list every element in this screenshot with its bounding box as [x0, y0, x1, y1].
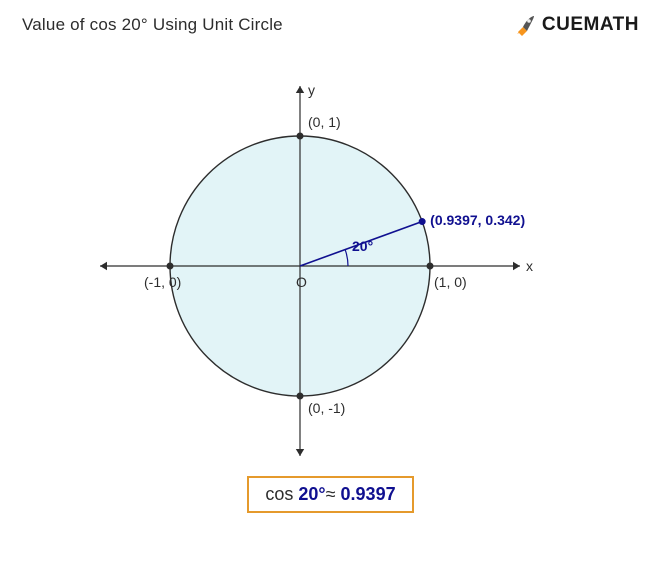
unit-circle-diagram: y x O (0, 1) (0, -1) (-1, 0) (1, 0) 20° …	[0, 36, 661, 476]
result-argument: 20°	[298, 484, 325, 504]
origin-label: O	[296, 274, 307, 290]
page-title: Value of cos 20° Using Unit Circle	[22, 15, 283, 35]
result-value: 0.9397	[341, 484, 396, 504]
left-point-label: (-1, 0)	[144, 274, 181, 290]
top-point-label: (0, 1)	[308, 114, 341, 130]
angle-label: 20°	[352, 238, 373, 254]
result-approx: ≈	[326, 484, 341, 504]
highlight-point-label: (0.9397, 0.342)	[430, 212, 525, 228]
y-axis-label: y	[308, 82, 315, 98]
bottom-point-label: (0, -1)	[308, 400, 345, 416]
x-axis-label: x	[526, 258, 533, 274]
rocket-icon	[514, 14, 536, 36]
result-prefix: cos	[265, 484, 298, 504]
result-box: cos 20°≈ 0.9397	[247, 476, 413, 513]
right-point-label: (1, 0)	[434, 274, 467, 290]
brand-logo: CUEMATH	[514, 14, 639, 36]
brand-text: CUEMATH	[542, 14, 639, 36]
